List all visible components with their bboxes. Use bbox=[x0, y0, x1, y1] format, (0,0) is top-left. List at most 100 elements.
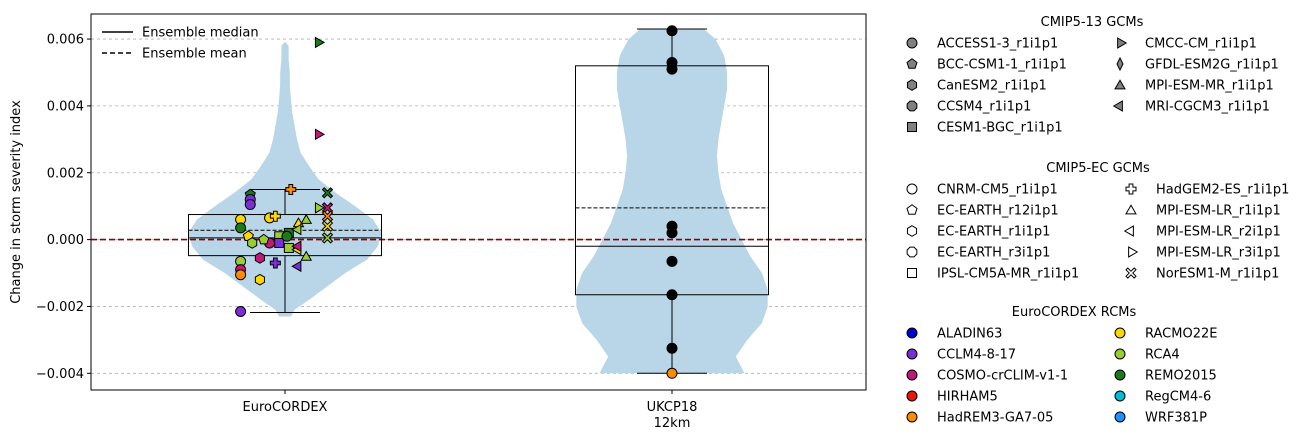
data-point bbox=[666, 367, 678, 379]
data-point bbox=[666, 25, 678, 37]
data-point bbox=[666, 255, 678, 267]
legend-item-label: CNRM-CM5_r1i1p1 bbox=[937, 183, 1058, 198]
legend-marker bbox=[906, 183, 918, 195]
legend-marker bbox=[1114, 327, 1126, 339]
legend-item-label: MRI-CGCM3_r1i1p1 bbox=[1145, 100, 1270, 115]
violin-1 bbox=[188, 41, 382, 317]
data-point bbox=[300, 213, 313, 224]
legend-item-label: NorESM1-M_r1i1p1 bbox=[1156, 267, 1279, 282]
legend-section-2: CMIP5-EC GCMs CNRM-CM5_r1i1p1 EC-EARTH_r12… bbox=[906, 161, 1289, 282]
data-point bbox=[321, 202, 334, 214]
legend-item-label: HadGEM2-ES_r1i1p1 bbox=[1156, 183, 1289, 198]
data-point bbox=[254, 252, 265, 264]
y-axis-label: Change in storm severity index bbox=[9, 100, 24, 304]
legend-item-label: BCC-CSM1-1_r1i1p1 bbox=[937, 58, 1067, 73]
legend-section-1: CMIP5-13 GCMs ACCESS1-3_r1i1p1 BCC-CSM1-1_… bbox=[906, 15, 1279, 136]
legend-marker bbox=[906, 327, 918, 339]
model-legend: CMIP5-13 GCMs ACCESS1-3_r1i1p1 BCC-CSM1-1_… bbox=[906, 15, 1289, 426]
legend-item-label: RACMO22E bbox=[1145, 327, 1217, 342]
legend-item-label: MPI-ESM-MR_r1i1p1 bbox=[1145, 79, 1274, 94]
legend-item-label: REMO2015 bbox=[1145, 369, 1217, 384]
legend-marker bbox=[1128, 246, 1139, 258]
y-tick-label: −0.004 bbox=[36, 367, 84, 382]
legend-item-label: GFDL-ESM2G_r1i1p1 bbox=[1145, 58, 1279, 73]
legend-item-label: HIRHAM5 bbox=[937, 390, 998, 405]
iqr-box bbox=[188, 214, 382, 257]
data-point bbox=[244, 199, 256, 211]
data-point bbox=[247, 237, 258, 249]
legend-item-label: RegCM4-6 bbox=[1145, 390, 1211, 405]
legend-item-label: MPI-ESM-LR_r1i1p1 bbox=[1156, 204, 1281, 219]
legend-marker bbox=[906, 37, 918, 49]
legend-marker bbox=[1125, 204, 1137, 215]
legend-marker bbox=[906, 225, 918, 237]
data-point bbox=[321, 187, 334, 199]
legend-marker bbox=[906, 100, 918, 112]
legend-marker bbox=[906, 411, 918, 423]
legend-item-label: MPI-ESM-LR_r3i1p1 bbox=[1156, 246, 1281, 261]
legend-item-label: CanESM2_r1i1p1 bbox=[937, 79, 1047, 94]
data-point bbox=[314, 128, 326, 141]
legend-item-label: CMCC-CM_r1i1p1 bbox=[1145, 37, 1257, 52]
data-point bbox=[254, 273, 265, 286]
legend-marker bbox=[1114, 348, 1126, 360]
line-style-legend: Ensemble median Ensemble mean bbox=[102, 26, 259, 62]
legend-item-label: MPI-ESM-LR_r2i1p1 bbox=[1156, 225, 1281, 240]
y-tick-label: −0.002 bbox=[36, 300, 84, 315]
legend-marker bbox=[1117, 37, 1128, 49]
legend-marker bbox=[906, 204, 918, 215]
x-tick-label: EuroCORDEX bbox=[243, 400, 328, 415]
legend-marker bbox=[906, 348, 918, 360]
data-points bbox=[235, 25, 678, 379]
data-point bbox=[321, 232, 334, 244]
data-point bbox=[235, 222, 247, 234]
data-point bbox=[281, 230, 293, 242]
legend-marker bbox=[1114, 79, 1126, 90]
legend-marker bbox=[1114, 411, 1126, 423]
legend-marker bbox=[1114, 369, 1126, 381]
legend-line-label: Ensemble mean bbox=[142, 47, 247, 62]
legend-item-label: CCLM4-8-17 bbox=[937, 348, 1016, 363]
y-tick-label: 0.006 bbox=[47, 33, 84, 48]
data-point bbox=[274, 237, 285, 248]
legend-item-label: IPSL-CM5A-MR_r1i1p1 bbox=[937, 267, 1079, 282]
data-point bbox=[235, 269, 247, 281]
legend-marker bbox=[1125, 183, 1137, 195]
legend-marker bbox=[907, 122, 917, 132]
legend-marker bbox=[1125, 267, 1137, 279]
legend-marker bbox=[1116, 56, 1124, 72]
data-point bbox=[666, 227, 678, 239]
data-point bbox=[269, 210, 281, 222]
legend-marker bbox=[906, 390, 918, 402]
legend-item-label: WRF381P bbox=[1145, 411, 1207, 426]
legend-marker bbox=[906, 79, 918, 91]
data-point bbox=[300, 250, 313, 261]
legend-line-label: Ensemble median bbox=[142, 26, 259, 41]
legend-item-label: ALADIN63 bbox=[937, 327, 1002, 342]
data-point bbox=[666, 63, 678, 75]
legend-item-label: COSMO-crCLIM-v1-1 bbox=[937, 369, 1068, 384]
y-axis-ticks: 0.006 0.004 0.002 0.000 −0.002 −0.004 bbox=[36, 33, 91, 382]
violin-2 bbox=[576, 29, 768, 374]
legend-item-label: EC-EARTH_r3i1p1 bbox=[937, 246, 1050, 261]
legend-section-3: EuroCORDEX RCMs ALADIN63 CCLM4-8-17 COSMO-c… bbox=[906, 305, 1217, 426]
legend-section-title: EuroCORDEX RCMs bbox=[1012, 305, 1137, 320]
legend-item-label: CCSM4_r1i1p1 bbox=[937, 100, 1031, 115]
data-point bbox=[291, 260, 302, 273]
data-point bbox=[283, 242, 294, 253]
data-point bbox=[666, 342, 678, 354]
legend-item-label: ACCESS1-3_r1i1p1 bbox=[937, 37, 1058, 52]
legend-marker bbox=[1114, 390, 1126, 402]
legend-item-label: RCA4 bbox=[1145, 348, 1180, 363]
data-point bbox=[269, 257, 281, 269]
data-point bbox=[291, 240, 302, 253]
x-tick-label-line2: 12km bbox=[654, 416, 691, 431]
data-point bbox=[314, 36, 326, 49]
data-point bbox=[321, 220, 334, 232]
legend-item-label: EC-EARTH_r1i1p1 bbox=[937, 225, 1050, 240]
y-tick-label: 0.004 bbox=[47, 99, 84, 114]
x-tick-label: UKCP18 bbox=[647, 400, 698, 415]
plot-frame bbox=[90, 13, 867, 391]
data-point bbox=[314, 202, 326, 214]
